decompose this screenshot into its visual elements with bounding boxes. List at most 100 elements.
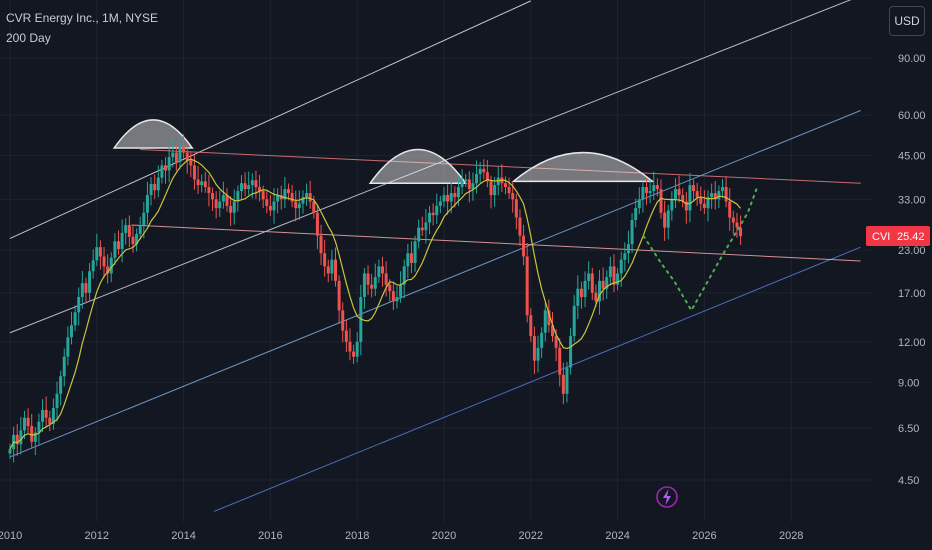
candle-body — [348, 341, 352, 352]
candle-body — [236, 191, 240, 202]
candle-body — [41, 409, 45, 422]
candle-body — [507, 187, 511, 194]
candle-body — [471, 183, 475, 190]
trend-line — [9, 110, 861, 458]
candle-body — [652, 185, 656, 192]
candle-body — [688, 185, 692, 211]
x-tick-label: 2014 — [171, 530, 195, 542]
candle-body — [330, 259, 334, 274]
candle-body — [648, 191, 652, 194]
candle-body — [460, 181, 464, 188]
candle-body — [493, 185, 497, 196]
trend-lines — [9, 0, 861, 512]
candle-body — [424, 222, 428, 231]
candle-body — [724, 187, 728, 202]
candle-body — [160, 165, 164, 178]
candle-body — [540, 332, 544, 348]
candle-body — [26, 417, 30, 427]
candle-body — [536, 347, 540, 361]
candle-body — [37, 421, 41, 433]
candle-body — [598, 280, 602, 302]
pattern-arcs — [112, 119, 655, 184]
candle-body — [739, 227, 743, 237]
x-tick-label: 2022 — [519, 530, 543, 542]
candle-body — [442, 195, 446, 202]
x-tick-label: 2020 — [432, 530, 456, 542]
candle-body — [44, 409, 48, 418]
x-tick-label: 2026 — [692, 530, 716, 542]
candle-body — [608, 266, 612, 278]
candle-body — [720, 187, 724, 192]
candle-body — [558, 347, 562, 375]
candle-body — [731, 217, 735, 223]
candle-body — [113, 241, 117, 258]
moving-average-line — [9, 158, 742, 450]
candle-body — [641, 187, 645, 200]
candle-body — [109, 257, 113, 274]
candle-body — [254, 180, 258, 188]
candle-body — [373, 277, 377, 289]
candle-body — [77, 296, 81, 313]
candle-body — [583, 280, 587, 297]
candle-body — [381, 266, 385, 274]
candle-body — [467, 179, 471, 190]
candle-body — [605, 277, 609, 289]
price-axis[interactable]: 90.00 60.00 45.00 33.00 23.00 17.00 12.00 9.00 6… — [898, 53, 926, 487]
candle-body — [214, 199, 218, 209]
candle-body — [95, 247, 99, 261]
candle-body — [655, 185, 659, 190]
candle-body — [305, 193, 309, 198]
candle-body — [666, 210, 670, 228]
candle-body — [203, 181, 207, 188]
moving-average — [9, 158, 742, 450]
x-tick-label: 2028 — [779, 530, 803, 542]
candle-body — [268, 205, 272, 211]
candle-body — [156, 177, 160, 191]
price-badge: CVI 25.42 — [866, 226, 930, 246]
candle-body — [334, 259, 337, 281]
candle-body — [211, 193, 215, 200]
candle-body — [258, 187, 262, 192]
candle-body — [529, 315, 533, 337]
x-tick-label: 2024 — [605, 530, 629, 542]
candle-body — [663, 212, 667, 228]
candle-body — [106, 266, 110, 274]
candle-body — [659, 189, 663, 213]
candle-body — [482, 168, 486, 173]
time-axis[interactable]: 2010 2012 2014 2016 2018 2020 2022 2024 2026 2028 — [0, 530, 803, 542]
candle-body — [673, 189, 677, 200]
candle-body — [366, 273, 370, 285]
candle-body — [388, 284, 392, 292]
candle-body — [692, 185, 696, 192]
candle-body — [337, 280, 341, 311]
candle-body — [735, 222, 739, 228]
candle-body — [453, 193, 457, 198]
candle-body — [308, 193, 312, 202]
candle-body — [312, 201, 316, 213]
candle-body — [399, 284, 403, 297]
candle-body — [261, 191, 265, 200]
candle-body — [402, 266, 406, 285]
candle-body — [601, 280, 605, 289]
candle-body — [518, 217, 522, 236]
candle-body — [164, 165, 168, 171]
candle-body — [496, 177, 500, 186]
symbol-title[interactable]: CVR Energy Inc., 1M, NYSE — [6, 11, 159, 25]
candle-body — [315, 212, 319, 236]
candle-body — [341, 310, 345, 331]
candle-body — [196, 179, 200, 186]
candle-body — [229, 205, 233, 213]
candle-body — [167, 157, 171, 171]
candle-body — [391, 291, 395, 302]
candle-body — [522, 235, 526, 257]
candle-body — [370, 284, 374, 289]
y-tick-label: 45.00 — [898, 151, 926, 163]
candle-body — [131, 236, 135, 245]
candle-body — [645, 187, 649, 194]
indicator-label[interactable]: 200 Day — [6, 31, 51, 45]
currency-button[interactable]: USD — [889, 6, 925, 36]
candle-body — [438, 201, 442, 206]
trend-line — [213, 246, 861, 512]
flash-icon[interactable] — [656, 486, 678, 508]
